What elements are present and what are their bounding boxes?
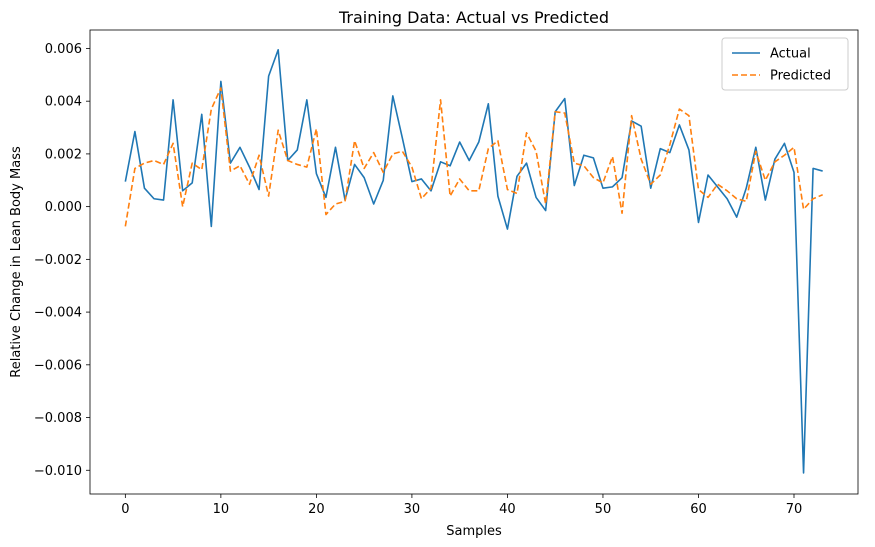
x-axis-ticks: 0 10 20 30 40 50 60 70 xyxy=(121,494,802,517)
y-tick-label: −0.002 xyxy=(34,253,82,268)
x-tick-label: 20 xyxy=(308,502,325,517)
legend-label-predicted: Predicted xyxy=(770,69,831,84)
y-axis-label: Relative Change in Lean Body Mass xyxy=(9,146,24,378)
y-tick-label: −0.010 xyxy=(34,464,82,479)
chart-title: Training Data: Actual vs Predicted xyxy=(338,8,609,27)
y-tick-label: −0.004 xyxy=(34,306,82,321)
y-tick-label: −0.006 xyxy=(34,358,82,373)
x-tick-label: 0 xyxy=(121,502,129,517)
legend-box xyxy=(721,37,849,91)
legend-label-actual: Actual xyxy=(770,47,811,62)
x-tick-label: 70 xyxy=(786,502,803,517)
y-tick-label: 0.002 xyxy=(45,147,82,162)
series-line-actual xyxy=(124,48,823,474)
y-tick-label: 0.004 xyxy=(45,95,82,110)
legend: Actual Predicted xyxy=(721,37,849,91)
axes-frame xyxy=(89,29,859,495)
x-tick-label: 10 xyxy=(213,502,230,517)
y-axis-ticks: 0.006 0.004 0.002 0.000 −0.002 −0.004 −0.006 −0… xyxy=(34,42,90,479)
y-tick-label: −0.008 xyxy=(34,411,82,426)
x-axis-label: Samples xyxy=(446,524,502,539)
series-group xyxy=(124,48,823,474)
x-tick-label: 50 xyxy=(595,502,612,517)
plot-area xyxy=(124,48,823,474)
x-tick-label: 60 xyxy=(690,502,707,517)
x-tick-label: 40 xyxy=(499,502,516,517)
y-tick-label: 0.000 xyxy=(45,200,82,215)
x-tick-label: 30 xyxy=(404,502,421,517)
y-tick-label: 0.006 xyxy=(45,42,82,57)
series-line-predicted xyxy=(124,87,823,227)
